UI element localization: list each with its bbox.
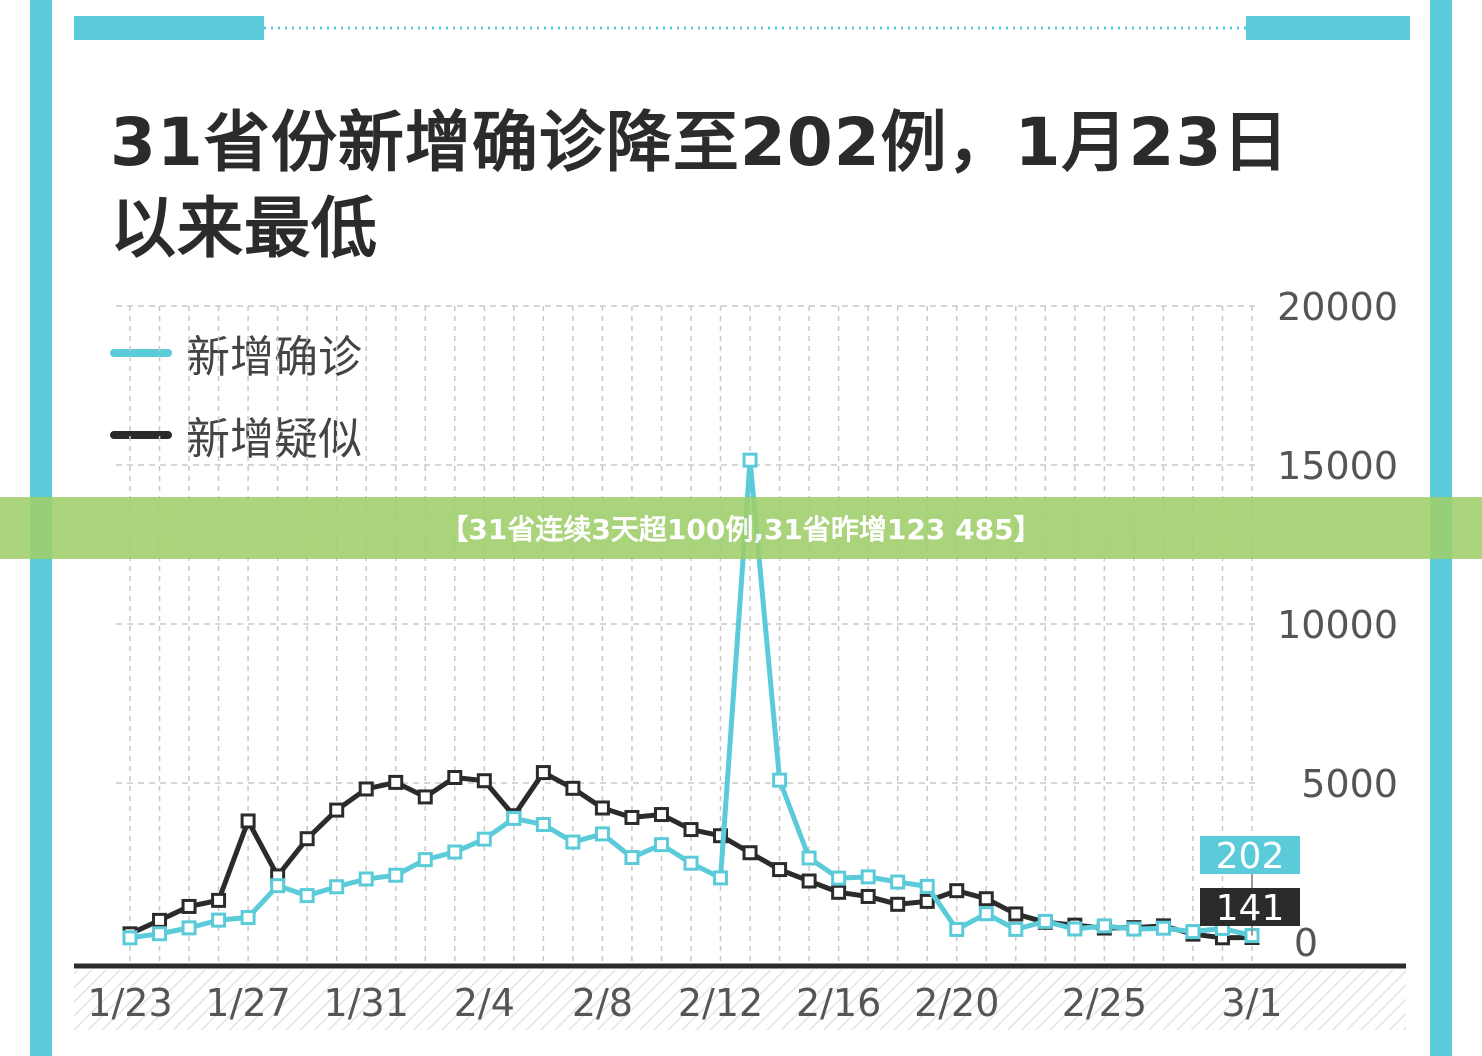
data-point-confirmed: [240, 910, 256, 926]
data-point-suspected: [181, 898, 197, 914]
data-point-confirmed: [388, 867, 404, 883]
data-point-suspected: [476, 773, 492, 789]
legend-swatch-suspected: [110, 431, 172, 439]
data-point-suspected: [742, 845, 758, 861]
data-point-confirmed: [122, 930, 138, 946]
data-point-confirmed: [270, 878, 286, 894]
chart-title: 31省份新增确诊降至202例，1月23日以来最低: [110, 104, 1290, 267]
data-point-confirmed: [417, 852, 433, 868]
data-point-suspected: [417, 789, 433, 805]
data-point-suspected: [772, 862, 788, 878]
legend-item-suspected: 新增疑似: [110, 410, 362, 465]
legend-label-confirmed: 新增确诊: [186, 332, 362, 383]
data-point-confirmed: [683, 855, 699, 871]
data-point-confirmed: [211, 912, 227, 928]
data-point-suspected: [653, 807, 669, 823]
data-point-confirmed: [506, 810, 522, 826]
data-point-confirmed: [181, 920, 197, 936]
data-point-confirmed: [565, 834, 581, 850]
data-point-confirmed: [329, 879, 345, 895]
data-point-confirmed: [358, 871, 374, 887]
data-point-suspected: [831, 884, 847, 900]
data-point-confirmed: [890, 874, 906, 890]
data-point-confirmed: [1185, 924, 1201, 940]
x-axis-hatch-strip: [74, 970, 1406, 1030]
x-tick-label: 2/25: [1062, 981, 1147, 1025]
data-point-confirmed: [1067, 921, 1083, 937]
data-point-suspected: [683, 822, 699, 838]
data-point-suspected: [978, 891, 994, 907]
data-point-suspected: [535, 765, 551, 781]
overlay-banner: 【31省连续3天超100例,31省昨增123 485】: [0, 497, 1482, 559]
data-point-confirmed: [978, 906, 994, 922]
data-point-suspected: [890, 896, 906, 912]
data-point-confirmed: [801, 850, 817, 866]
data-point-confirmed: [1008, 921, 1024, 937]
data-point-confirmed: [831, 870, 847, 886]
legend-item-confirmed: 新增确诊: [110, 328, 362, 383]
x-tick-label: 1/23: [87, 981, 172, 1025]
data-point-confirmed: [535, 817, 551, 833]
data-point-confirmed: [713, 870, 729, 886]
data-point-suspected: [240, 813, 256, 829]
annotation-box-suspected: [1200, 888, 1300, 926]
banner-text: 【31省连续3天超100例,31省昨增123 485】: [440, 513, 1042, 546]
legend-label-suspected: 新增疑似: [186, 414, 362, 465]
legend-swatch-confirmed: [110, 349, 172, 357]
data-point-suspected: [299, 831, 315, 847]
data-point-confirmed: [1037, 913, 1053, 929]
x-tick-label: 3/1: [1221, 981, 1282, 1025]
data-point-suspected: [949, 883, 965, 899]
data-point-suspected: [388, 774, 404, 790]
data-point-suspected: [860, 888, 876, 904]
data-point-suspected: [801, 873, 817, 889]
data-point-confirmed: [476, 831, 492, 847]
y-tick-label: 15000: [1277, 444, 1398, 488]
annotation-label-suspected: 141: [1216, 888, 1285, 929]
y-tick-label: 5000: [1301, 762, 1398, 806]
data-point-suspected: [919, 893, 935, 909]
annotation-label-confirmed: 202: [1216, 836, 1285, 877]
x-tick-label: 1/27: [205, 981, 290, 1025]
top-band-left: [74, 16, 264, 40]
y-tick-label: 0: [1294, 921, 1318, 965]
data-point-suspected: [447, 769, 463, 785]
data-point-suspected: [358, 781, 374, 797]
x-tick-label: 1/31: [324, 981, 409, 1025]
y-tick-label: 20000: [1277, 285, 1398, 329]
data-point-suspected: [329, 802, 345, 818]
x-tick-label: 2/16: [796, 981, 881, 1025]
data-point-suspected: [211, 892, 227, 908]
top-band-dotted-line: [264, 26, 1246, 30]
data-point-confirmed: [742, 452, 758, 468]
data-point-suspected: [152, 912, 168, 928]
data-point-confirmed: [299, 888, 315, 904]
data-point-confirmed: [653, 837, 669, 853]
data-point-confirmed: [624, 850, 640, 866]
data-point-suspected: [624, 809, 640, 825]
x-tick-label: 2/12: [678, 981, 763, 1025]
data-point-confirmed: [919, 878, 935, 894]
x-tick-label: 2/4: [454, 981, 515, 1025]
data-point-confirmed: [1096, 918, 1112, 934]
data-point-confirmed: [1155, 920, 1171, 936]
data-point-confirmed: [860, 869, 876, 885]
x-tick-label: 2/20: [914, 981, 999, 1025]
data-point-suspected: [1008, 906, 1024, 922]
data-point-confirmed: [447, 844, 463, 860]
data-point-suspected: [594, 800, 610, 816]
y-tick-label: 10000: [1277, 603, 1398, 647]
top-band-right: [1246, 16, 1410, 40]
data-point-confirmed: [152, 926, 168, 942]
data-point-confirmed: [594, 826, 610, 842]
x-tick-label: 2/8: [572, 981, 633, 1025]
annotation-box-confirmed: [1200, 836, 1300, 874]
data-point-confirmed: [772, 772, 788, 788]
data-point-confirmed: [949, 921, 965, 937]
data-point-suspected: [565, 780, 581, 796]
data-point-confirmed: [1126, 921, 1142, 937]
